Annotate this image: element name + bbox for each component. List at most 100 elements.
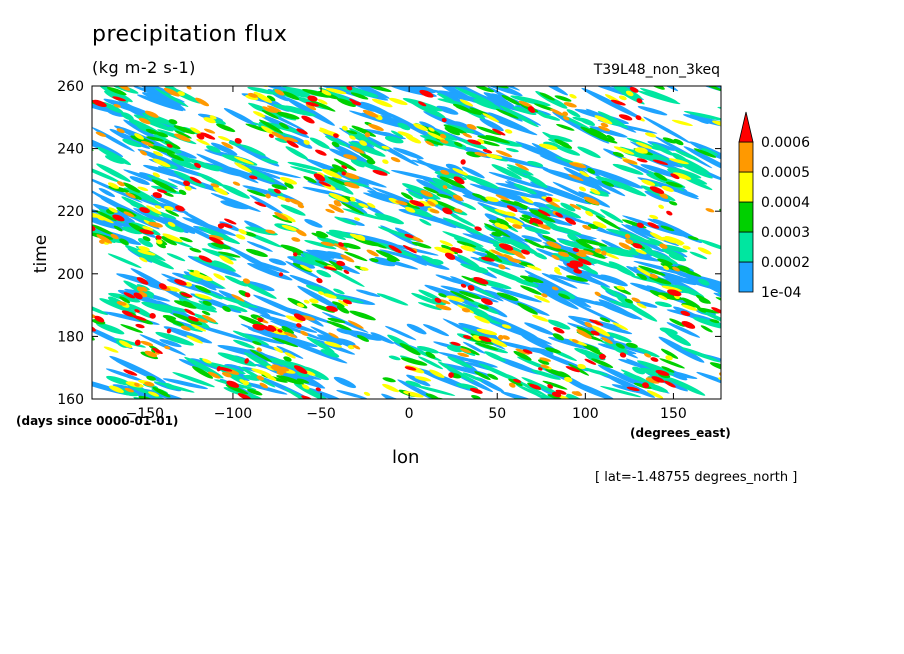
precip-streak xyxy=(112,96,126,102)
precip-streak xyxy=(543,141,562,149)
precip-streak xyxy=(399,343,421,356)
precip-streak xyxy=(636,302,647,309)
precip-streak xyxy=(471,308,493,322)
precip-streak xyxy=(163,87,180,97)
precip-streak xyxy=(306,336,335,353)
precip-streak xyxy=(344,251,368,262)
precip-streak xyxy=(336,98,356,107)
precip-streak xyxy=(283,137,297,142)
precip-streak xyxy=(713,321,721,347)
precip-streak xyxy=(356,334,370,342)
latitude-note: [ lat=-1.48755 degrees_north ] xyxy=(595,470,798,485)
precip-streak xyxy=(600,274,628,287)
precip-streak xyxy=(505,148,519,153)
precip-streak xyxy=(351,131,387,152)
precip-streak xyxy=(116,301,127,306)
precip-streak xyxy=(252,340,262,346)
precip-streak xyxy=(218,296,258,309)
precip-streak xyxy=(376,293,409,306)
precip-streak xyxy=(158,283,168,290)
precip-streak xyxy=(669,318,686,327)
precip-streak xyxy=(296,378,310,384)
precip-streak xyxy=(506,164,534,176)
precip-streak xyxy=(551,286,559,291)
precip-streak xyxy=(461,202,477,211)
precip-streak xyxy=(375,249,400,262)
precip-streak xyxy=(159,339,182,348)
y-tick-label: 260 xyxy=(57,79,84,95)
precip-streak xyxy=(292,255,331,268)
precip-streak xyxy=(606,134,615,141)
precip-streak xyxy=(527,160,544,167)
precip-streak xyxy=(336,389,368,399)
precip-streak xyxy=(535,286,579,310)
precip-streak xyxy=(397,131,414,138)
x-tick-label: 50 xyxy=(488,406,506,422)
precip-streak xyxy=(370,258,379,263)
precip-streak xyxy=(377,226,415,240)
precip-streak xyxy=(153,151,163,157)
precip-streak xyxy=(262,106,274,113)
precip-streak xyxy=(386,257,397,263)
precip-streak xyxy=(695,294,711,304)
precip-streak xyxy=(487,337,508,348)
precip-streak xyxy=(382,159,389,164)
precip-streak xyxy=(118,340,133,348)
precip-streak xyxy=(459,99,474,107)
precip-streak xyxy=(482,113,500,123)
precip-streak xyxy=(524,226,551,235)
precip-streak xyxy=(462,341,486,354)
precip-streak xyxy=(469,387,483,394)
precip-streak xyxy=(293,252,298,257)
precip-streak xyxy=(600,385,642,398)
precip-streak xyxy=(418,101,427,107)
x-axis: −150 −100 −50 0 50 100 150 xyxy=(126,86,687,422)
precip-streak xyxy=(659,243,668,249)
precip-streak xyxy=(284,387,319,399)
precip-streak xyxy=(244,292,251,298)
precip-streak xyxy=(162,378,209,390)
precip-streak xyxy=(164,345,171,350)
precip-streak xyxy=(186,158,220,172)
precip-streak xyxy=(460,283,467,288)
colorbar-triangle xyxy=(738,111,754,143)
precip-streak xyxy=(107,182,120,189)
precip-streak xyxy=(420,190,433,198)
precip-streak xyxy=(637,106,668,116)
precip-streak xyxy=(575,239,594,250)
precip-streak xyxy=(547,134,573,142)
precip-streak xyxy=(94,315,105,323)
precip-streak xyxy=(583,196,600,205)
precip-streak xyxy=(478,363,520,382)
precip-streak xyxy=(419,89,434,98)
precip-streak xyxy=(423,324,450,337)
precip-streak xyxy=(344,182,360,189)
precip-streak xyxy=(556,123,575,131)
precip-streak xyxy=(601,337,613,345)
precip-streak xyxy=(374,256,419,270)
precip-streak xyxy=(384,111,441,142)
precip-streak xyxy=(180,325,191,331)
precip-streak xyxy=(598,126,611,132)
precip-streak xyxy=(213,186,228,196)
precip-streak xyxy=(427,198,439,205)
precip-streak xyxy=(461,275,487,287)
precip-streak xyxy=(665,355,673,361)
precip-streak xyxy=(268,258,287,266)
precip-streak xyxy=(460,346,480,356)
precip-streak xyxy=(198,255,213,263)
precip-streak xyxy=(495,194,510,201)
precip-streak xyxy=(382,383,400,393)
precip-streak xyxy=(134,339,141,346)
precip-streak xyxy=(249,349,272,363)
precip-streak xyxy=(354,217,361,221)
precip-streak xyxy=(137,387,176,399)
precip-streak xyxy=(487,116,538,136)
precip-streak xyxy=(342,172,360,180)
precip-streak xyxy=(558,240,591,250)
precip-streak xyxy=(474,151,488,157)
precip-streak xyxy=(231,294,245,302)
precip-streak xyxy=(540,364,550,369)
precip-streak xyxy=(658,336,705,363)
precip-streak xyxy=(180,292,193,298)
